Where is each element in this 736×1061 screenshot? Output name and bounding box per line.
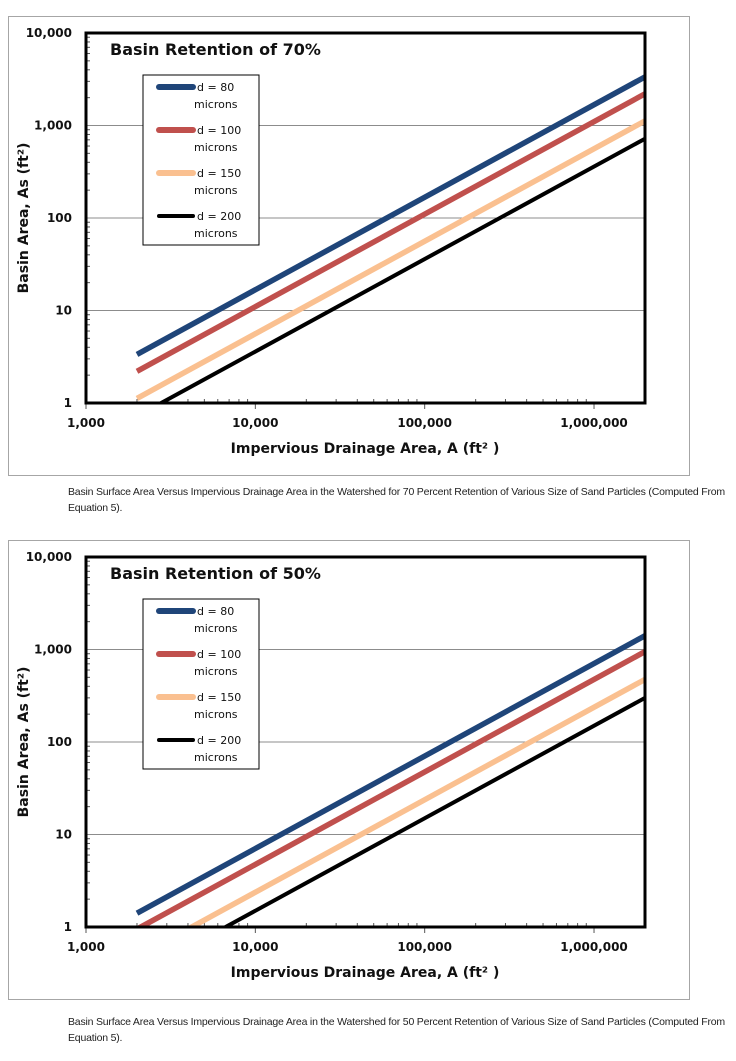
x-tick-label: 100,000 [397, 416, 452, 430]
y-tick-label: 10 [55, 304, 72, 318]
legend-label: d = 100 [197, 648, 241, 661]
legend-label: microns [194, 141, 238, 154]
x-axis-label: Impervious Drainage Area, A (ft² ) [231, 965, 500, 981]
legend-label: d = 150 [197, 167, 241, 180]
x-axis-label: Impervious Drainage Area, A (ft² ) [231, 441, 500, 457]
series-line-2 [135, 91, 645, 374]
y-tick-label: 100 [47, 735, 72, 749]
caption-50: Basin Surface Area Versus Impervious Dra… [68, 1016, 725, 1044]
legend-label: microns [194, 708, 238, 721]
y-tick-label: 1 [64, 920, 72, 934]
y-tick-label: 1,000 [34, 119, 72, 133]
x-tick-label: 1,000,000 [560, 940, 628, 954]
legend-label: d = 80 [197, 81, 234, 94]
x-tick-label: 1,000 [67, 940, 105, 954]
y-tick-label: 10,000 [26, 26, 72, 40]
x-tick-label: 10,000 [232, 940, 278, 954]
legend-label: d = 150 [197, 691, 241, 704]
legend-label: d = 80 [197, 605, 234, 618]
legend-label: microns [194, 184, 238, 197]
legend-label: microns [194, 665, 238, 678]
series-line-2 [135, 649, 645, 927]
x-tick-label: 1,000,000 [560, 416, 628, 430]
chart-frame-50 [8, 540, 690, 1000]
series-line-1 [135, 74, 645, 357]
y-tick-label: 100 [47, 211, 72, 225]
y-tick-label: 10 [55, 828, 72, 842]
series-line-1 [135, 633, 645, 916]
plot-border [84, 555, 647, 929]
x-tick-label: 1,000 [67, 416, 105, 430]
series-line-4 [221, 696, 645, 927]
y-tick-label: 1 [64, 396, 72, 410]
series-line-3 [185, 676, 645, 927]
chart-title: Basin Retention of 70% [110, 40, 321, 59]
plot-border [84, 31, 647, 405]
caption-70: Basin Surface Area Versus Impervious Dra… [68, 486, 725, 514]
x-tick-label: 100,000 [397, 940, 452, 954]
legend-label: microns [194, 751, 238, 764]
chart-retention-70: 1 10 100 1,000 10,000 1,000 10,000 100,000 1,000… [16, 26, 647, 457]
y-axis-label: Basin Area, As (ft²) [16, 667, 32, 818]
legend-label: microns [194, 622, 238, 635]
series-line-4 [156, 136, 645, 403]
legend-label: microns [194, 98, 238, 111]
y-axis-label: Basin Area, As (ft²) [16, 143, 32, 294]
legend-label: microns [194, 227, 238, 240]
chart-frame-70 [8, 16, 690, 476]
legend-label: d = 100 [197, 124, 241, 137]
y-tick-label: 10,000 [26, 550, 72, 564]
series-line-3 [135, 118, 645, 401]
chart-title: Basin Retention of 50% [110, 564, 321, 583]
x-tick-label: 10,000 [232, 416, 278, 430]
legend-label: d = 200 [197, 210, 241, 223]
chart-retention-50: 1 10 100 1,000 10,000 1,000 10,000 100,000 1,000… [16, 550, 647, 981]
y-tick-label: 1,000 [34, 643, 72, 657]
legend-label: d = 200 [197, 734, 241, 747]
